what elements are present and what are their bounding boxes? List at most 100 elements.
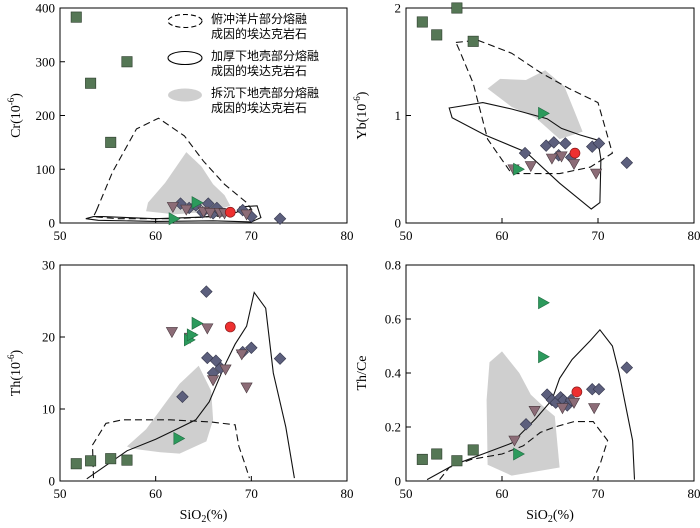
- diamond-point: [273, 352, 287, 365]
- triangle-down-point: [240, 209, 253, 221]
- square-point: [467, 444, 479, 456]
- circle-point: [571, 386, 583, 398]
- diamond-point: [200, 285, 213, 298]
- x-tick-label: 70: [245, 486, 258, 501]
- circle-point: [224, 321, 236, 333]
- x-tick-label: 70: [245, 228, 258, 243]
- y-tick-label: 300: [36, 54, 56, 69]
- triangle-right-point: [191, 316, 204, 330]
- diamond-point: [518, 146, 532, 160]
- triangle-right-point: [513, 162, 525, 176]
- diamond-point: [174, 197, 187, 210]
- triangle-right-point: [538, 106, 550, 120]
- square-point: [416, 16, 428, 28]
- legend-label-line2: 成因的埃达克岩石: [211, 63, 307, 78]
- x-tick-label: 60: [149, 486, 162, 501]
- y-tick-label: 0.8: [385, 258, 401, 273]
- diamond-point: [620, 156, 634, 170]
- y-tick-label: 0.2: [385, 420, 401, 435]
- legend-swatch-dashed: [167, 13, 203, 29]
- legend-label-line2: 成因的埃达克岩石: [211, 100, 307, 115]
- diamond-point: [273, 212, 287, 225]
- y-axis-label: Yb(10-6): [352, 91, 370, 139]
- triangle-right-point: [513, 447, 525, 461]
- y-tick-label: 200: [36, 108, 56, 123]
- y-axis-label: Cr(10-6): [6, 93, 24, 138]
- triangle-down-point: [556, 403, 569, 415]
- triangle-down-point: [166, 202, 179, 213]
- y-tick-label: 1: [395, 108, 402, 123]
- y-tick-label: 0.4: [385, 366, 402, 381]
- legend: 俯冲洋片部分熔融成因的埃达克岩石加厚下地壳部分熔融成因的埃达克岩石拆沉下地壳部分…: [167, 11, 319, 115]
- panel-1: 50 60 70 80 0 100 200 300 400 Cr(10-6) 俯冲洋片部分熔融成因的…: [6, 1, 354, 244]
- legend-label: 俯冲洋片部分熔融: [211, 11, 307, 26]
- panel-2: 50 60 70 80 0 1 2 Yb(10-6): [352, 1, 700, 244]
- subducted-slab-field: [92, 117, 253, 220]
- square-point: [431, 448, 443, 460]
- triangle-down-point: [508, 435, 521, 447]
- triangle-down-point: [240, 382, 253, 394]
- triangle-down-point: [201, 323, 214, 335]
- x-tick-label: 50: [54, 486, 67, 501]
- triangle-down-point: [589, 168, 603, 180]
- triangle-right-point: [538, 350, 550, 364]
- triangle-down-point: [180, 204, 193, 216]
- x-tick-label: 50: [54, 228, 67, 243]
- square-point: [121, 454, 133, 466]
- diamond-point: [245, 341, 258, 355]
- x-tick-label: 80: [688, 486, 700, 501]
- delaminated-crust-field: [486, 351, 560, 476]
- delaminated-crust-field: [487, 70, 583, 140]
- triangle-down-point: [206, 375, 220, 387]
- triangle-down-point: [165, 327, 179, 339]
- y-tick-label: 400: [36, 1, 56, 16]
- x-tick-label: 60: [496, 228, 509, 243]
- legend-swatch-gray: [168, 88, 202, 102]
- y-axis-label: Th(10-6): [6, 349, 24, 396]
- diamond-point: [620, 361, 634, 374]
- triangle-down-point: [219, 364, 232, 376]
- circle-point: [569, 147, 581, 159]
- y-tick-label: 0.6: [385, 312, 402, 327]
- x-tick-label: 60: [496, 486, 509, 501]
- y-tick-label: 0: [395, 474, 402, 489]
- plot-frame: [59, 264, 348, 482]
- triangle-down-point: [588, 403, 601, 415]
- y-tick-label: 0: [49, 216, 56, 231]
- subducted-slab-field: [455, 39, 614, 175]
- x-tick-label: 50: [400, 486, 413, 501]
- square-point: [451, 455, 463, 467]
- square-point: [416, 453, 428, 465]
- panel-3: 50 60 70 80 0 10 20 30 Th(10-6) SiO2(%): [6, 258, 354, 526]
- thickened-crust-field: [448, 102, 602, 210]
- subducted-slab-field: [439, 421, 609, 480]
- square-point: [70, 458, 82, 470]
- x-tick-label: 80: [341, 228, 354, 243]
- diamond-point: [176, 390, 189, 403]
- square-point: [70, 11, 82, 23]
- triangle-down-point: [545, 153, 559, 165]
- x-tick-label: 80: [341, 486, 354, 501]
- y-tick-label: 0: [395, 216, 402, 231]
- triangle-down-point: [235, 349, 248, 361]
- diamond-point: [519, 418, 533, 431]
- circle-point: [224, 206, 236, 218]
- square-point: [85, 77, 97, 89]
- square-point: [105, 453, 117, 465]
- x-tick-label: 70: [592, 486, 605, 501]
- square-point: [105, 136, 117, 148]
- square-point: [431, 29, 443, 41]
- x-axis-label: SiO2(%): [180, 508, 228, 525]
- x-tick-label: 80: [688, 228, 700, 243]
- legend-label-line2: 成因的埃达克岩石: [211, 26, 307, 41]
- legend-swatch-solid: [167, 50, 203, 66]
- y-tick-label: 20: [42, 330, 55, 345]
- triangle-right-point: [168, 212, 181, 226]
- delaminated-crust-field: [127, 365, 214, 454]
- square-point: [85, 455, 97, 467]
- square-point: [451, 2, 463, 14]
- square-point: [467, 35, 479, 47]
- y-tick-label: 0: [49, 474, 56, 489]
- diamond-point: [592, 137, 606, 150]
